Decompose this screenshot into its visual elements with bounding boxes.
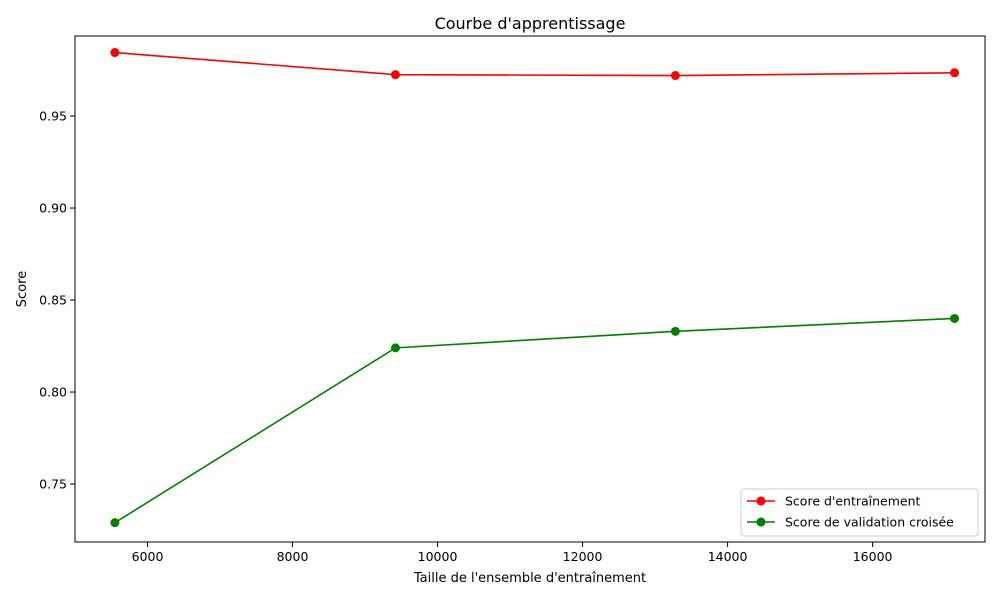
- legend-marker-1: [756, 517, 766, 527]
- legend: Score d'entraînement Score de validation …: [740, 488, 979, 537]
- data-point-1-3: [950, 313, 960, 323]
- x-tick-label: 8000: [277, 549, 309, 564]
- x-tick-label: 10000: [418, 549, 458, 564]
- data-point-0-1: [390, 70, 400, 80]
- plot-frame: [74, 35, 986, 543]
- data-point-0-3: [950, 68, 960, 78]
- series-line-0: [114, 51, 955, 77]
- data-point-0-0: [110, 48, 120, 58]
- x-tick-label: 12000: [563, 549, 603, 564]
- y-tick-label: 0.75: [39, 477, 67, 492]
- data-point-1-0: [110, 518, 120, 528]
- x-axis-label: Taille de l'ensemble d'entraînement: [413, 571, 646, 586]
- y-tick-label: 0.85: [39, 293, 67, 308]
- legend-label-0: Score d'entraînement: [785, 494, 921, 509]
- x-tick-label: 6000: [132, 549, 164, 564]
- x-axis: 6000 8000 10000 12000 14000 16000: [132, 542, 893, 564]
- data-point-1-1: [390, 343, 400, 353]
- data-point-0-2: [670, 71, 680, 81]
- y-tick-label: 0.90: [39, 201, 67, 216]
- x-tick-label: 16000: [853, 549, 893, 564]
- x-tick-label: 14000: [708, 549, 748, 564]
- y-tick-label: 0.80: [39, 385, 67, 400]
- chart-title: Courbe d'apprentissage: [435, 14, 626, 33]
- series-line-1: [114, 317, 955, 524]
- y-axis-label: Score: [15, 271, 30, 307]
- y-tick-label: 0.95: [39, 109, 67, 124]
- legend-label-1: Score de validation croisée: [785, 515, 954, 530]
- data-point-1-2: [670, 326, 680, 336]
- legend-box: [740, 488, 979, 537]
- y-axis: 0.75 0.80 0.85 0.90 0.95: [39, 109, 75, 492]
- legend-marker-0: [756, 496, 766, 506]
